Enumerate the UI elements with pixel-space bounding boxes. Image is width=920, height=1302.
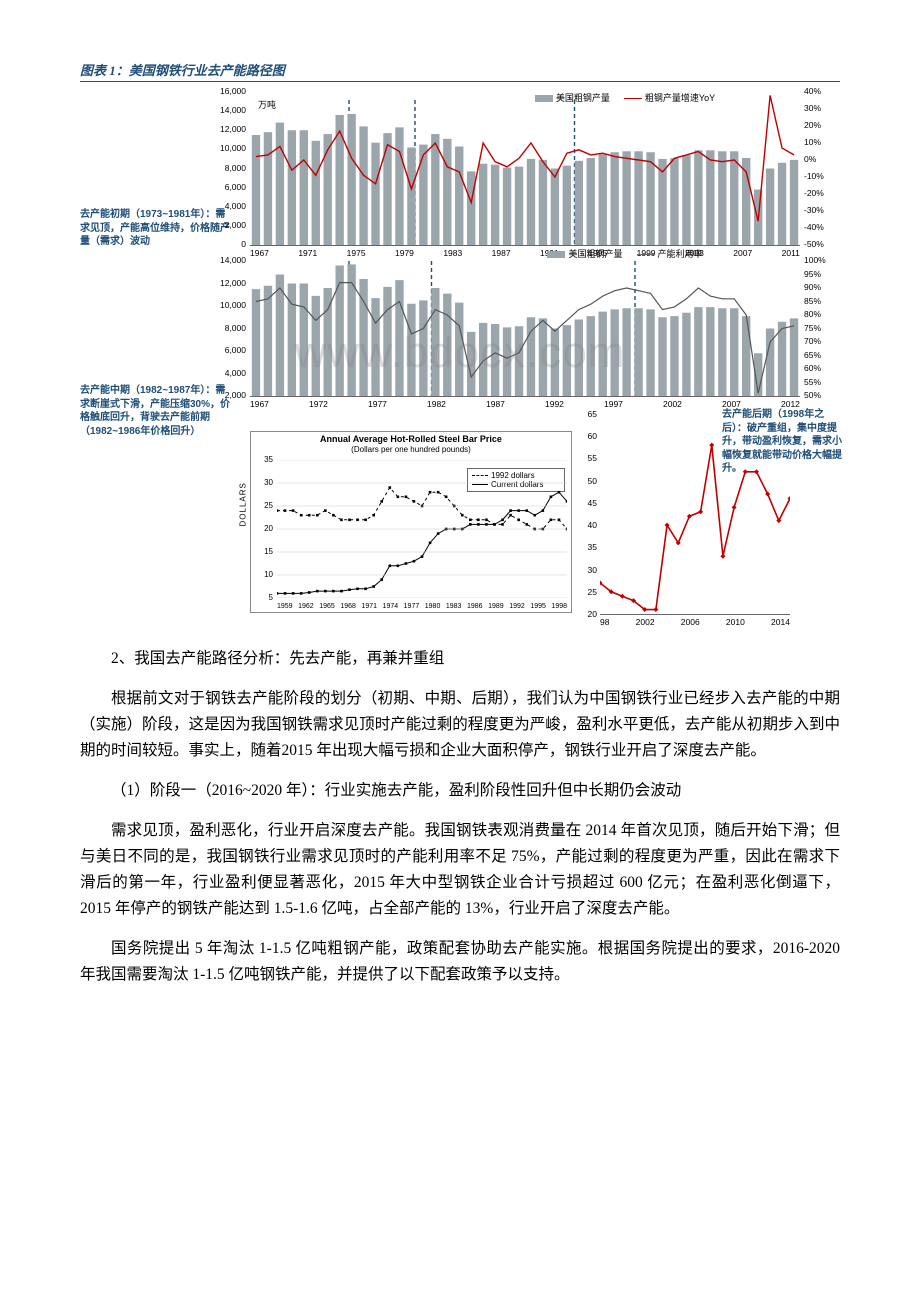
chart-br-axis-bottom: 982002200620102014	[600, 617, 790, 627]
paragraph-4: 国务院提出 5 年淘汰 1-1.5 亿吨粗钢产能，政策配套协助去产能实施。根据国…	[80, 936, 840, 988]
paragraph-1: 根据前文对于钢铁去产能阶段的划分（初期、中期、后期），我们认为中国钢铁行业已经步…	[80, 686, 840, 764]
chart-mid-legend: 美国粗钢产量 产能利用率	[450, 247, 800, 260]
chart-mid-axis-right: 100%95%90%85%80%75%70%65%60%55%50%	[804, 261, 836, 396]
chart-bottom-right-panel: 65605550454035302520 982002200620102014	[600, 414, 790, 615]
chart-bl-axis-bottom: 1959196219651968197119741977198019831986…	[277, 603, 567, 610]
chart-bl-svg	[277, 460, 567, 598]
chart-mid-svg	[250, 261, 800, 396]
paragraph-2-stage-label: （1）阶段一（2016~2020 年）：行业实施去产能，盈利阶段性回升但中长期仍…	[80, 778, 840, 804]
chart-bl-axis-left: 3530252015105	[253, 460, 273, 598]
section-2-header: 2、我国去产能路径分析：先去产能，再兼并重组	[80, 646, 840, 672]
chart-mid-panel: 美国粗钢产量 产能利用率 14,00012,00010,0008,0006,00…	[250, 261, 800, 397]
annotation-phase-middle: 去产能中期（1982~1987年）：需求断崖式下滑，产能压缩30%，价格触底回升…	[80, 384, 230, 438]
chart-br-axis-left: 65605550454035302520	[575, 414, 600, 614]
chart-1-composite: 去产能初期（1973~1981年）：需求见顶，产能高位维持，价格随产量（需求）波…	[80, 88, 840, 628]
chart-top-axis-right: 40%30%20%10%0%-10%-20%-30%-40%-50%	[804, 92, 836, 245]
chart-mid-axis-bottom: 1967197219771982198719921997200220072012	[250, 399, 800, 409]
legend-line-item: 产能利用率	[637, 247, 703, 260]
chart-bl-ylabel: DOLLARS	[239, 482, 248, 526]
document-page: 图表 1：美国钢铁行业去产能路径图 去产能初期（1973~1981年）：需求见顶…	[0, 0, 920, 1082]
chart-top-axis-left: 16,00014,00012,00010,0008,0006,0004,0002…	[210, 92, 246, 245]
chart-bottom-left-panel: Annual Average Hot-Rolled Steel Bar Pric…	[250, 431, 572, 613]
legend-bar-item: 美国粗钢产量	[547, 247, 622, 260]
chart-1-title: 图表 1：美国钢铁行业去产能路径图	[80, 60, 840, 82]
chart-top-panel: 美国粗钢产量 粗钢产量增速YoY 万吨 16,00014,00012,00010…	[250, 92, 800, 246]
annotation-phase-early: 去产能初期（1973~1981年）：需求见顶，产能高位维持，价格随产量（需求）波…	[80, 208, 230, 249]
chart-br-svg	[600, 414, 790, 614]
chart-top-svg	[250, 92, 800, 245]
chart-bl-title: Annual Average Hot-Rolled Steel Bar Pric…	[251, 434, 571, 454]
chart-mid-axis-left: 14,00012,00010,0008,0006,0004,0002,000	[210, 261, 246, 396]
paragraph-3: 需求见顶，盈利恶化，行业开启深度去产能。我国钢铁表观消费量在 2014 年首次见…	[80, 818, 840, 922]
